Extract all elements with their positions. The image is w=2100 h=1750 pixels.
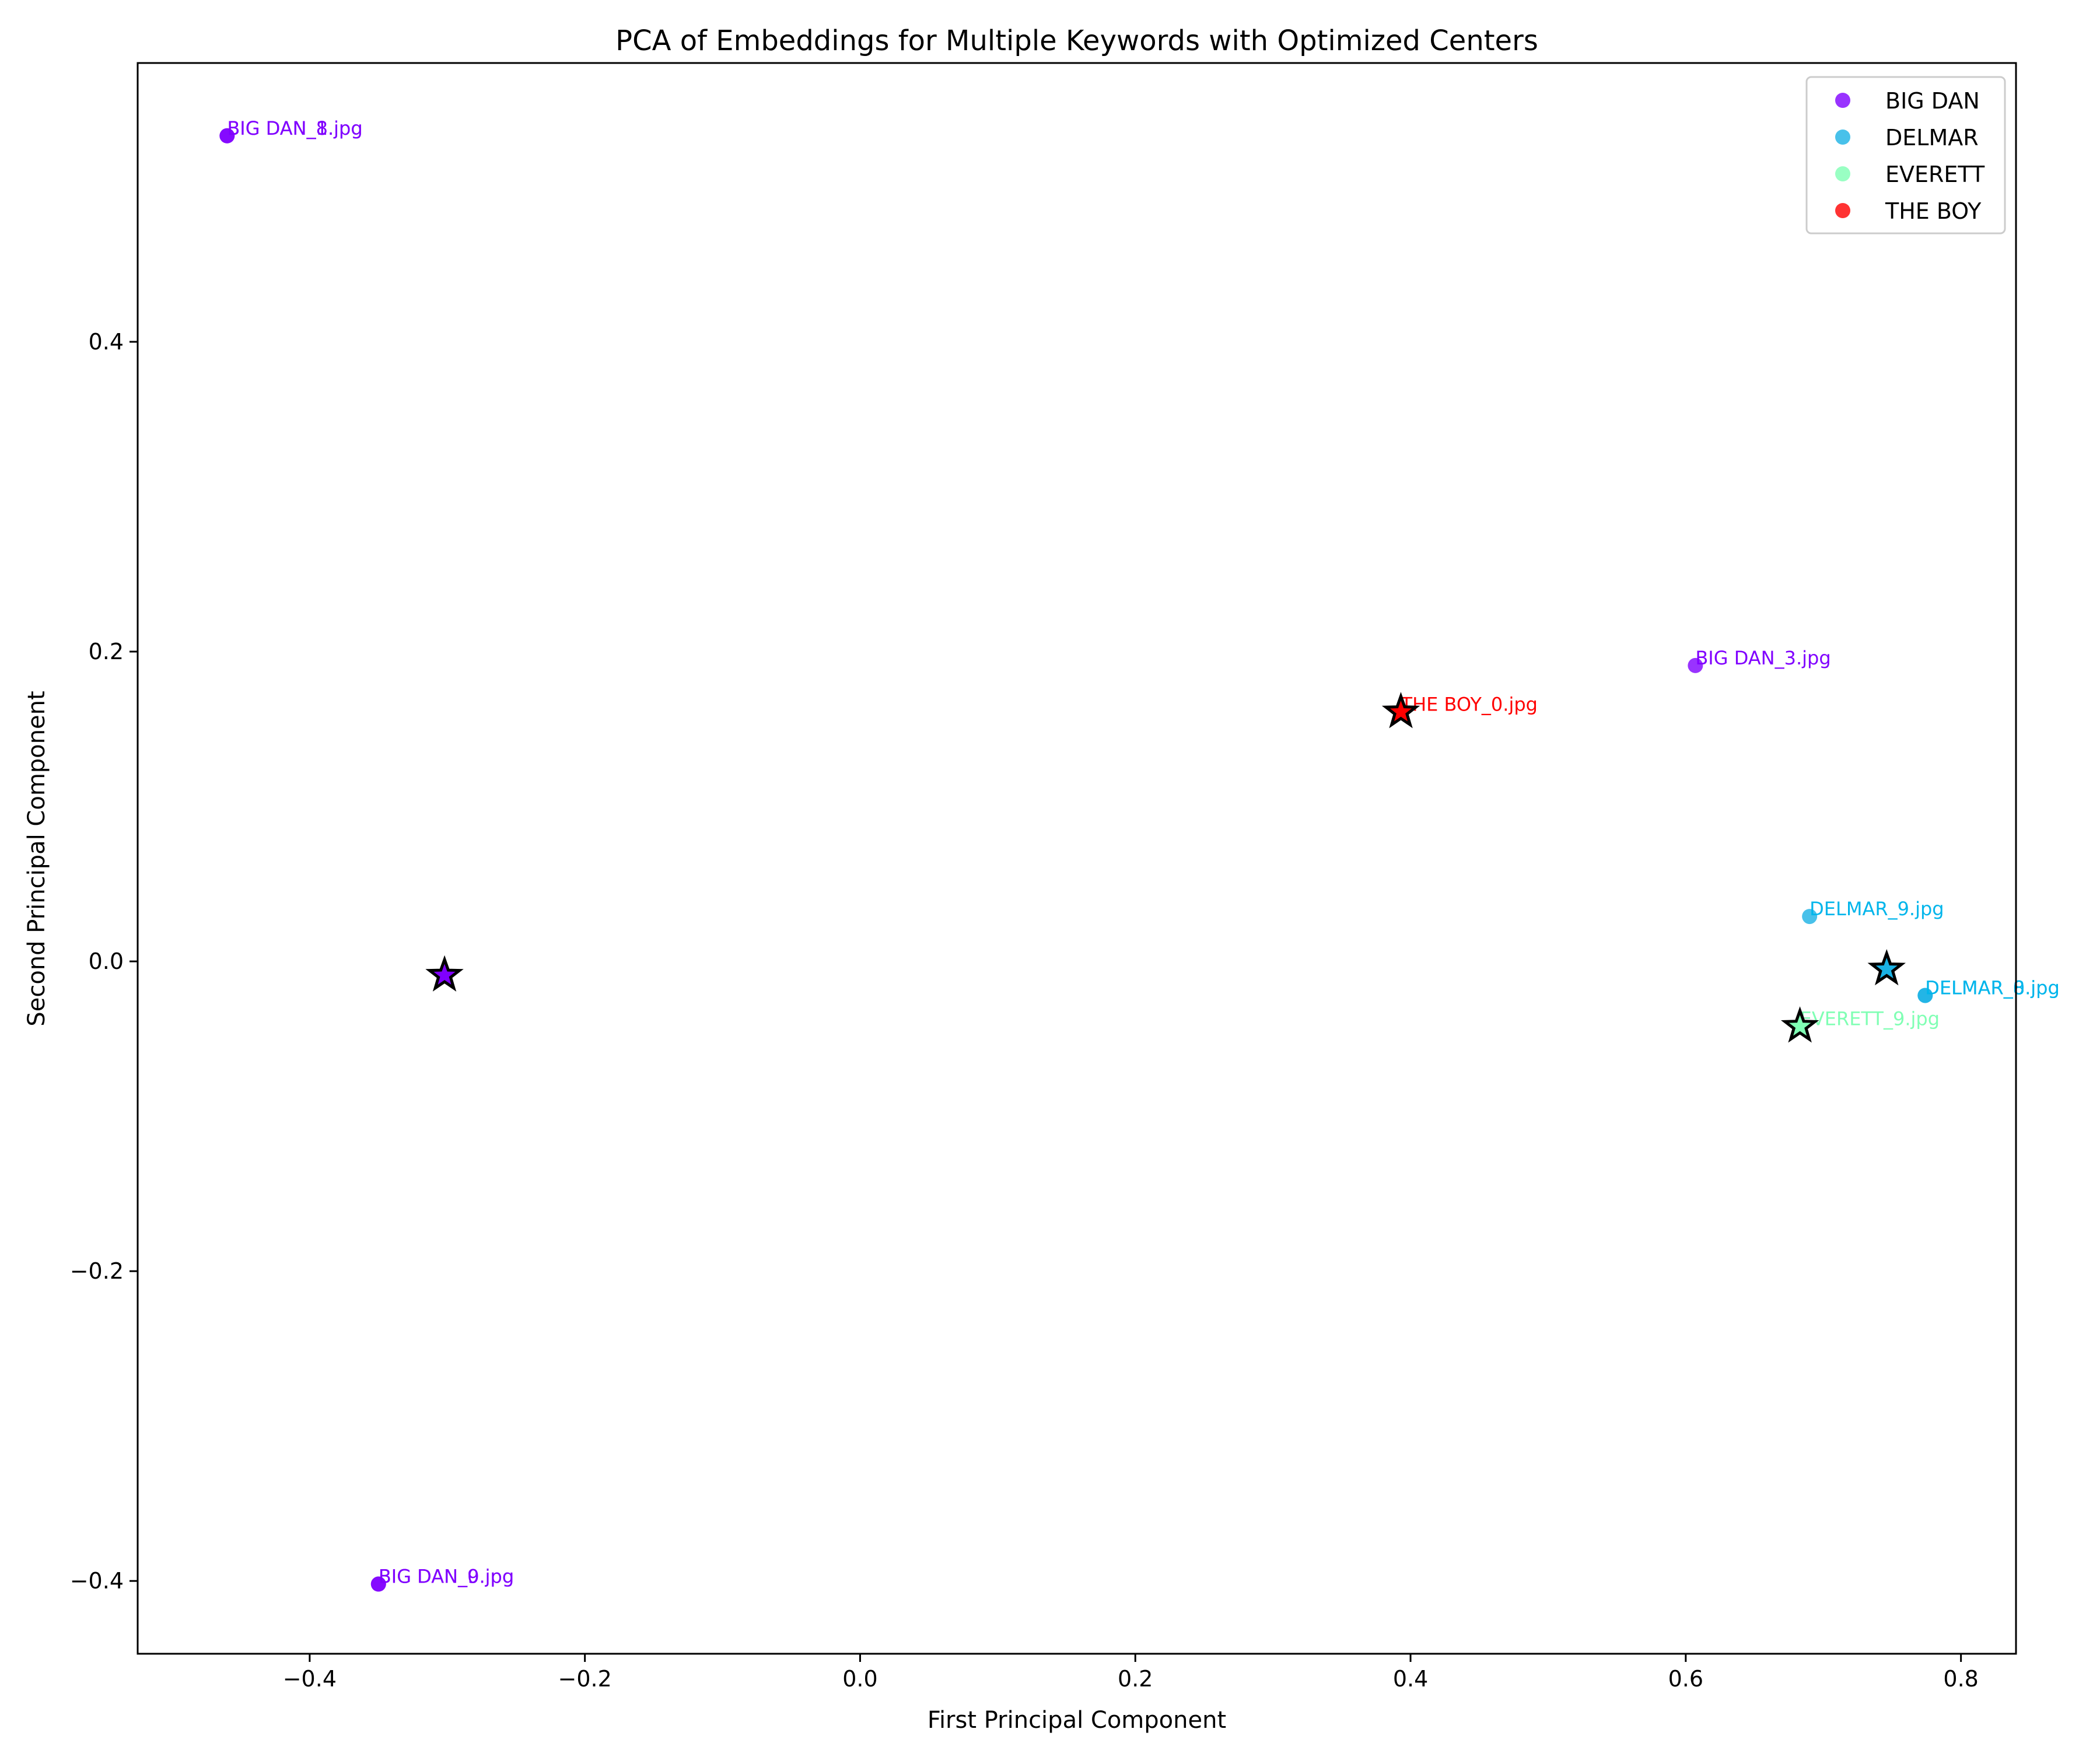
cluster-center-star	[1867, 949, 1906, 986]
legend-marker	[1835, 166, 1850, 181]
legend: BIG DAN DELMAR EVERETT THE BOY	[1805, 76, 2006, 235]
y-tick-label: 0.4	[89, 329, 124, 355]
y-tick-label: −0.2	[70, 1258, 124, 1284]
y-axis-title: Second Principal Component	[23, 691, 50, 1026]
point-label: THE BOY_0.jpg	[1401, 694, 1538, 716]
x-tick-label: −0.4	[283, 1666, 337, 1692]
cluster-center-star	[1780, 1006, 1819, 1043]
legend-marker	[1835, 130, 1850, 145]
legend-label: DELMAR	[1885, 125, 1979, 150]
plot-area: −0.4 −0.2 0.0 0.2 0.4 0.6 0.8 −0.4 −0.2 0.0 0.2 0.4…	[70, 117, 2060, 1692]
data-point	[370, 1576, 386, 1592]
y-tick-label: −0.4	[70, 1568, 124, 1594]
legend-label: EVERETT	[1885, 162, 1985, 187]
chart-title: PCA of Embeddings for Multiple Keywords …	[615, 24, 1538, 57]
data-point	[1917, 988, 1933, 1003]
legend-label: BIG DAN	[1885, 88, 1980, 114]
point-label: DELMAR_8.jpg	[1925, 977, 2059, 999]
x-tick-label: 0.0	[842, 1666, 877, 1692]
legend-marker	[1835, 203, 1850, 218]
legend-label: THE BOY	[1885, 198, 1982, 224]
x-tick-label: 0.6	[1668, 1666, 1703, 1692]
plot-frame	[136, 62, 2017, 1655]
x-axis-title: First Principal Component	[928, 1707, 1226, 1734]
x-tick-label: 0.2	[1118, 1666, 1153, 1692]
point-label: DELMAR_9.jpg	[1810, 898, 1944, 920]
point-label: EVERETT_9.jpg	[1800, 1008, 1940, 1030]
y-tick-label: 0.0	[89, 949, 124, 974]
point-label: BIG DAN_3.jpg	[1695, 647, 1831, 669]
point-label: BIG DAN_0.jpg	[379, 1566, 514, 1588]
x-tick-label: 0.4	[1393, 1666, 1428, 1692]
cluster-center-star	[1381, 692, 1420, 729]
data-point	[1802, 909, 1818, 925]
cluster-center-star	[425, 955, 464, 992]
data-point	[1688, 657, 1703, 673]
point-label: DELMAR_0.jpg	[1925, 977, 2059, 999]
legend-frame	[1805, 76, 2006, 235]
legend-marker	[1835, 93, 1850, 108]
y-tick-label: 0.2	[89, 639, 124, 664]
point-label: BIG DAN_9.jpg	[379, 1566, 514, 1588]
x-tick-label: −0.2	[558, 1666, 612, 1692]
point-label: BIG DAN_8.jpg	[227, 117, 362, 139]
point-label: BIG DAN_1.jpg	[227, 117, 362, 139]
data-point	[219, 128, 235, 144]
x-tick-label: 0.8	[1943, 1666, 1978, 1692]
